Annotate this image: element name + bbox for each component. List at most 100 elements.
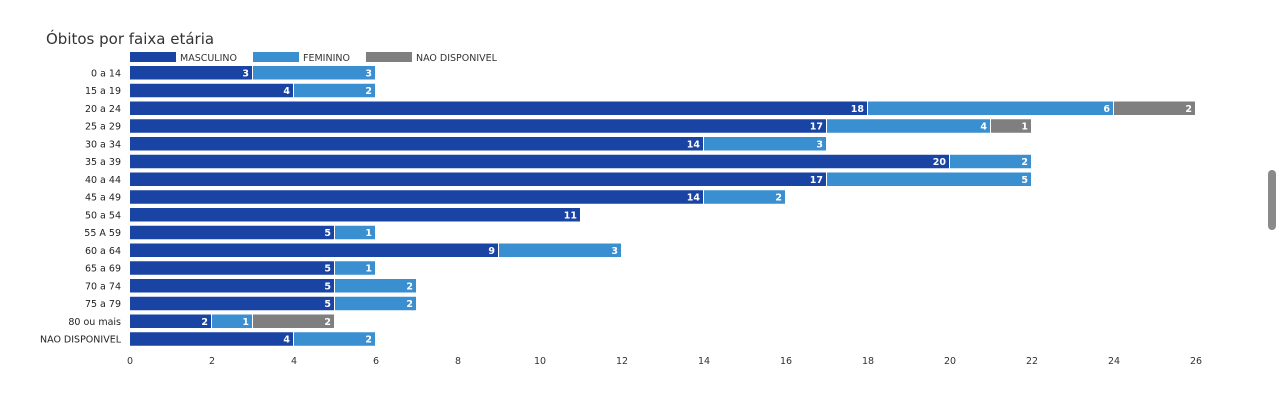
- category-label: 80 ou mais: [68, 317, 121, 328]
- data-label: 14: [687, 193, 701, 204]
- bar-segment: [294, 332, 375, 346]
- chart-title: Óbitos por faixa etária: [46, 30, 215, 48]
- bar-segment: [212, 314, 252, 328]
- category-label: 40 a 44: [85, 175, 121, 186]
- data-label: 2: [1021, 157, 1028, 168]
- data-label: 17: [810, 175, 823, 186]
- data-label: 1: [242, 317, 249, 328]
- category-label: 55 A 59: [84, 228, 121, 239]
- category-label: NAO DISPONIVEL: [40, 335, 122, 346]
- data-label: 2: [1185, 104, 1192, 115]
- bar-segment: [130, 66, 252, 80]
- data-label: 3: [242, 68, 249, 79]
- bar-segment: [130, 119, 826, 133]
- x-tick-label: 4: [291, 356, 297, 367]
- bar-segment: [704, 137, 826, 151]
- data-label: 3: [816, 139, 823, 150]
- x-tick-label: 22: [1026, 356, 1038, 367]
- x-tick-label: 14: [698, 356, 710, 367]
- data-label: 9: [488, 246, 495, 257]
- x-tick-label: 18: [862, 356, 874, 367]
- legend-label-2: NAO DISPONIVEL: [416, 53, 498, 64]
- bar-segment: [130, 154, 949, 169]
- category-label: 60 a 64: [85, 246, 121, 257]
- bar-segment: [130, 101, 867, 115]
- legend-label-1: FEMININO: [303, 53, 350, 64]
- bar-segment: [130, 137, 703, 151]
- bar-segment: [130, 314, 211, 328]
- data-label: 5: [324, 299, 331, 310]
- data-label: 3: [611, 246, 618, 257]
- legend-swatch-1: [253, 52, 299, 62]
- x-tick-label: 26: [1190, 356, 1202, 367]
- data-label: 11: [564, 210, 577, 221]
- x-tick-label: 6: [373, 356, 379, 367]
- x-tick-label: 16: [780, 356, 792, 367]
- category-label: 15 a 19: [85, 86, 121, 97]
- data-label: 4: [283, 335, 290, 346]
- data-label: 17: [810, 122, 823, 133]
- bar-segment: [868, 101, 1113, 115]
- bar-segment: [704, 190, 785, 204]
- category-label: 65 a 69: [85, 264, 121, 275]
- bar-segment: [499, 243, 621, 257]
- bar-segment: [130, 279, 334, 293]
- bar-segment: [294, 83, 375, 98]
- category-label: 70 a 74: [85, 281, 121, 292]
- data-label: 4: [283, 86, 290, 97]
- data-label: 2: [775, 193, 782, 204]
- category-label: 0 a 14: [91, 68, 121, 79]
- bar-segment: [827, 172, 1031, 186]
- data-label: 4: [980, 122, 987, 133]
- data-label: 1: [1021, 122, 1028, 133]
- bar-segment: [130, 190, 703, 204]
- data-label: 5: [1021, 175, 1028, 186]
- category-label: 30 a 34: [85, 139, 121, 150]
- bar-segment: [335, 225, 375, 240]
- bar-segment: [130, 296, 334, 311]
- data-label: 14: [687, 139, 701, 150]
- bar-segment: [827, 119, 990, 133]
- data-label: 5: [324, 264, 331, 275]
- legend-swatch-2: [365, 52, 412, 62]
- scrollbar-thumb[interactable]: [1268, 170, 1276, 230]
- bar-segment: [950, 154, 1031, 169]
- data-label: 1: [365, 264, 372, 275]
- x-tick-label: 8: [455, 356, 461, 367]
- x-tick-label: 2: [209, 356, 215, 367]
- data-label: 18: [851, 104, 865, 115]
- x-tick-label: 12: [616, 356, 628, 367]
- data-label: 2: [201, 317, 208, 328]
- data-label: 6: [1103, 104, 1110, 115]
- x-tick-label: 20: [944, 356, 956, 367]
- data-label: 2: [406, 299, 413, 310]
- category-label: 75 a 79: [85, 299, 121, 310]
- data-label: 2: [365, 335, 372, 346]
- bar-segment: [130, 172, 826, 186]
- data-label: 5: [324, 228, 331, 239]
- category-label: 35 a 39: [85, 157, 121, 168]
- data-label: 20: [933, 157, 947, 168]
- bar-segment: [130, 83, 293, 98]
- bar-segment: [335, 296, 416, 311]
- bar-segment: [130, 332, 293, 346]
- data-label: 2: [365, 86, 372, 97]
- bar-segment: [130, 261, 334, 275]
- bar-segment: [130, 225, 334, 240]
- bar-segment: [1114, 101, 1195, 115]
- legend-label-0: MASCULINO: [180, 53, 237, 64]
- legend-swatch-0: [130, 52, 176, 62]
- bar-segment: [253, 314, 334, 328]
- data-label: 5: [324, 281, 331, 292]
- data-label: 2: [324, 317, 331, 328]
- data-label: 2: [406, 281, 413, 292]
- bar-segment: [130, 243, 498, 257]
- bar-segment: [335, 261, 375, 275]
- bar-segment: [991, 119, 1031, 133]
- category-label: 45 a 49: [85, 193, 121, 204]
- category-label: 50 a 54: [85, 210, 121, 221]
- category-label: 25 a 29: [85, 122, 121, 133]
- category-label: 20 a 24: [85, 104, 121, 115]
- data-label: 3: [365, 68, 372, 79]
